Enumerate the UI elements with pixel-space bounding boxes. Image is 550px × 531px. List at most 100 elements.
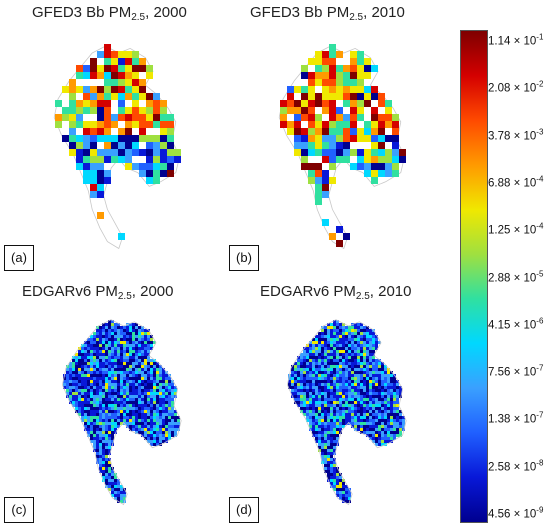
- emission-cell: [114, 416, 117, 419]
- emission-cell: [144, 341, 147, 344]
- emission-cell: [104, 93, 111, 100]
- emission-cell: [371, 149, 378, 156]
- emission-cell: [399, 386, 402, 389]
- emission-cell: [108, 323, 111, 326]
- emission-cell: [114, 347, 117, 350]
- emission-cell: [375, 416, 378, 419]
- emission-cell: [139, 79, 146, 86]
- emission-cell: [336, 350, 339, 353]
- emission-cell: [393, 404, 396, 407]
- emission-cell: [129, 380, 132, 383]
- emission-cell: [327, 383, 330, 386]
- emission-cell: [93, 347, 96, 350]
- emission-cell: [318, 404, 321, 407]
- emission-cell: [126, 371, 129, 374]
- emission-cell: [135, 350, 138, 353]
- emission-cell: [147, 356, 150, 359]
- emission-cell: [378, 359, 381, 362]
- emission-cell: [372, 392, 375, 395]
- emission-cell: [81, 404, 84, 407]
- emission-cell: [360, 365, 363, 368]
- emission-cell: [90, 407, 93, 410]
- emission-cell: [309, 347, 312, 350]
- emission-cell: [118, 93, 125, 100]
- emission-cell: [90, 170, 97, 177]
- emission-cell: [324, 395, 327, 398]
- emission-cell: [357, 359, 360, 362]
- emission-cell: [343, 114, 350, 121]
- emission-cell: [108, 344, 111, 347]
- emission-cell: [350, 114, 357, 121]
- emission-cell: [69, 383, 72, 386]
- emission-cell: [168, 386, 171, 389]
- emission-cell: [105, 347, 108, 350]
- emission-cell: [141, 341, 144, 344]
- emission-cell: [108, 404, 111, 407]
- emission-cell: [99, 374, 102, 377]
- emission-cell: [120, 485, 123, 488]
- emission-cell: [114, 494, 117, 497]
- emission-cell: [372, 398, 375, 401]
- emission-cell: [99, 407, 102, 410]
- emission-cell: [96, 434, 99, 437]
- emission-cell: [333, 425, 336, 428]
- emission-cell: [371, 121, 378, 128]
- emission-cell: [156, 368, 159, 371]
- emission-cell: [318, 389, 321, 392]
- emission-cell: [108, 422, 111, 425]
- emission-cell: [330, 365, 333, 368]
- emission-cell: [114, 332, 117, 335]
- emission-cell: [366, 344, 369, 347]
- emission-cell: [90, 392, 93, 395]
- emission-cell: [141, 398, 144, 401]
- emission-cell: [96, 377, 99, 380]
- emission-cell: [384, 395, 387, 398]
- emission-cell: [357, 338, 360, 341]
- emission-cell: [160, 156, 167, 163]
- map-gfed-2000: [53, 44, 181, 250]
- emission-cell: [342, 407, 345, 410]
- emission-cell: [123, 389, 126, 392]
- emission-cell: [99, 470, 102, 473]
- emission-cell: [387, 401, 390, 404]
- emission-cell: [297, 356, 300, 359]
- emission-cell: [312, 407, 315, 410]
- emission-cell: [343, 149, 350, 156]
- emission-cell: [354, 371, 357, 374]
- emission-cell: [129, 341, 132, 344]
- emission-cell: [87, 374, 90, 377]
- emission-cell: [333, 362, 336, 365]
- emission-cell: [93, 353, 96, 356]
- emission-cell: [369, 404, 372, 407]
- emission-cell: [396, 395, 399, 398]
- emission-cell: [333, 449, 336, 452]
- emission-cell: [132, 329, 135, 332]
- emission-cell: [329, 149, 336, 156]
- emission-cell: [321, 425, 324, 428]
- emission-cell: [66, 386, 69, 389]
- emission-cell: [327, 353, 330, 356]
- emission-cell: [108, 347, 111, 350]
- emission-cell: [309, 410, 312, 413]
- emission-cell: [97, 100, 104, 107]
- emission-cell: [354, 419, 357, 422]
- emission-cell: [102, 386, 105, 389]
- emission-cell: [117, 386, 120, 389]
- emission-cell: [125, 135, 132, 142]
- emission-cell: [351, 359, 354, 362]
- emission-cell: [99, 458, 102, 461]
- emission-cell: [300, 356, 303, 359]
- emission-cell: [300, 407, 303, 410]
- emission-cell: [99, 362, 102, 365]
- emission-cell: [345, 398, 348, 401]
- emission-cell: [144, 389, 147, 392]
- emission-cell: [333, 359, 336, 362]
- emission-cell: [333, 353, 336, 356]
- emission-cell: [363, 329, 366, 332]
- emission-cell: [171, 422, 174, 425]
- emission-cell: [78, 350, 81, 353]
- emission-cell: [306, 368, 309, 371]
- emission-cell: [84, 365, 87, 368]
- emission-cell: [372, 374, 375, 377]
- emission-cell: [159, 398, 162, 401]
